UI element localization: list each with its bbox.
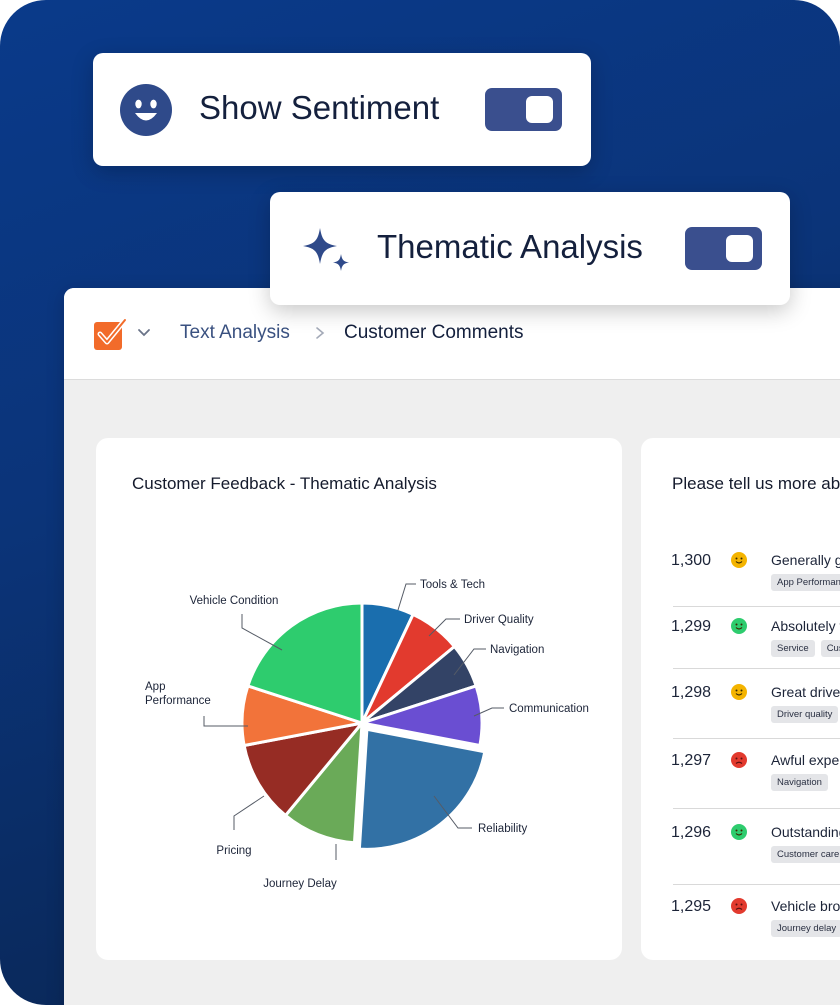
pie-leader-line bbox=[203, 716, 248, 727]
thematic-analysis-card: Thematic Analysis bbox=[270, 192, 790, 305]
pie-label: Reliability bbox=[478, 823, 527, 835]
thematic-analysis-label: Thematic Analysis bbox=[377, 228, 643, 265]
theme-tag[interactable]: App Performance bbox=[771, 574, 840, 591]
pie-leader-line bbox=[453, 648, 486, 676]
comment-text: Great driver, but the car bbox=[771, 684, 840, 700]
comment-text: Generally good, but the app bbox=[771, 552, 840, 568]
positive-sentiment-icon bbox=[731, 824, 747, 840]
comment-row[interactable]: 1,297 Awful experience, got lost Navigatio… bbox=[641, 748, 840, 814]
chart-card: Customer Feedback - Thematic Analysis To… bbox=[96, 438, 622, 960]
pie-leader-line bbox=[397, 583, 416, 611]
comment-row[interactable]: 1,300 Generally good, but the app App Perf… bbox=[641, 548, 840, 614]
pie-label: Journey Delay bbox=[263, 878, 337, 890]
comment-number: 1,298 bbox=[671, 684, 712, 701]
comment-tags: Driver quality bbox=[771, 706, 839, 723]
chevron-right-icon bbox=[316, 327, 325, 339]
show-sentiment-card: Show Sentiment bbox=[93, 53, 591, 166]
pie-label: Navigation bbox=[490, 644, 544, 656]
chevron-down-icon[interactable] bbox=[136, 324, 152, 340]
theme-tag[interactable]: Navigation bbox=[771, 774, 828, 791]
row-divider bbox=[673, 884, 840, 885]
row-divider bbox=[673, 606, 840, 607]
pie-label: App Performance bbox=[145, 681, 211, 707]
pie-leader-line bbox=[473, 707, 504, 717]
neutral-sentiment-icon bbox=[731, 552, 747, 568]
comment-text: Outstanding support team bbox=[771, 824, 840, 840]
pie-leader-line bbox=[241, 614, 283, 651]
theme-tag[interactable]: Service bbox=[771, 640, 815, 657]
comment-number: 1,300 bbox=[671, 552, 712, 569]
pie-leader-line bbox=[233, 795, 265, 830]
comments-card-title: Please tell us more about your experienc… bbox=[672, 474, 840, 493]
breadcrumb-current: Customer Comments bbox=[344, 322, 524, 343]
negative-sentiment-icon bbox=[731, 898, 747, 914]
row-divider bbox=[673, 808, 840, 809]
pie-slice-pricing[interactable] bbox=[242, 720, 366, 818]
positive-sentiment-icon bbox=[731, 618, 747, 634]
comment-row[interactable]: 1,296 Outstanding support team Customer ca… bbox=[641, 820, 840, 886]
pie-slice-vehicle-condition[interactable] bbox=[245, 601, 364, 726]
comment-tags: Customer care bbox=[771, 846, 840, 863]
comment-tags: App Performance bbox=[771, 574, 840, 591]
breadcrumb-parent[interactable]: Text Analysis bbox=[180, 322, 290, 343]
comment-number: 1,295 bbox=[671, 898, 712, 915]
comment-tags: Navigation bbox=[771, 774, 828, 791]
thematic-analysis-toggle[interactable] bbox=[685, 227, 762, 270]
toggle-knob bbox=[526, 96, 553, 123]
pie-label: Driver Quality bbox=[464, 614, 534, 626]
chart-card-title: Customer Feedback - Thematic Analysis bbox=[132, 474, 437, 493]
comment-text: Absolutely fantastic service bbox=[771, 618, 840, 634]
toggle-knob bbox=[726, 235, 753, 262]
smile-icon bbox=[120, 84, 172, 136]
negative-sentiment-icon bbox=[731, 752, 747, 768]
sparkle-icon bbox=[303, 228, 349, 271]
comment-row[interactable]: 1,299 Absolutely fantastic service Service… bbox=[641, 614, 840, 680]
neutral-sentiment-icon bbox=[731, 684, 747, 700]
comment-row[interactable]: 1,298 Great driver, but the car Driver qua… bbox=[641, 680, 840, 746]
row-divider bbox=[673, 668, 840, 669]
pie-slice-communication[interactable] bbox=[361, 684, 484, 748]
comment-tags: Journey delay bbox=[771, 920, 840, 937]
comment-number: 1,297 bbox=[671, 752, 712, 769]
pie-slice-reliability[interactable] bbox=[357, 727, 487, 851]
pie-leader-line bbox=[433, 795, 472, 829]
show-sentiment-toggle[interactable] bbox=[485, 88, 562, 131]
pie-leader-line bbox=[428, 618, 460, 637]
pie-label: Tools & Tech bbox=[420, 579, 485, 591]
comment-tags: Service Customer care bbox=[771, 640, 840, 657]
comments-card: Please tell us more about your experienc… bbox=[641, 438, 840, 960]
theme-tag[interactable]: Customer care bbox=[771, 846, 840, 863]
theme-tag[interactable]: Journey delay bbox=[771, 920, 840, 937]
app-window: Text Analysis Customer Comments Customer… bbox=[64, 288, 840, 1005]
checkmark-logo-icon[interactable] bbox=[92, 316, 128, 352]
comment-text: Awful experience, got lost bbox=[771, 752, 840, 768]
theme-tag[interactable]: Customer care bbox=[820, 640, 840, 657]
theme-tag[interactable]: Driver quality bbox=[771, 706, 839, 723]
pie-label: Vehicle Condition bbox=[190, 595, 279, 607]
pie-label: Pricing bbox=[216, 845, 251, 857]
show-sentiment-label: Show Sentiment bbox=[199, 89, 440, 126]
row-divider bbox=[673, 738, 840, 739]
comment-number: 1,299 bbox=[671, 618, 712, 635]
comment-number: 1,296 bbox=[671, 824, 712, 841]
pie-chart: Tools & Tech Driver Quality Navigation Comm… bbox=[145, 579, 589, 890]
pie-label: Communication bbox=[509, 703, 589, 715]
comment-row[interactable]: 1,295 Vehicle broke down, late Journey del… bbox=[641, 894, 840, 960]
comment-text: Vehicle broke down, late bbox=[771, 898, 840, 914]
